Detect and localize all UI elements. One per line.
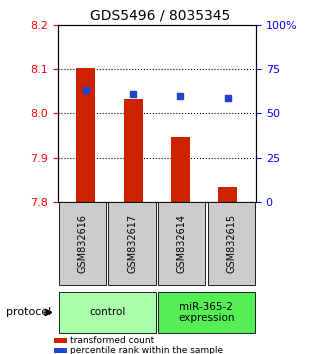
Bar <box>108 202 156 285</box>
Bar <box>59 202 106 285</box>
Bar <box>158 292 255 333</box>
Text: control: control <box>89 307 125 318</box>
Text: protocol: protocol <box>6 307 52 318</box>
Text: percentile rank within the sample: percentile rank within the sample <box>70 346 223 354</box>
Bar <box>218 187 237 202</box>
Text: GDS5496 / 8035345: GDS5496 / 8035345 <box>90 9 230 23</box>
Point <box>131 91 136 97</box>
Point <box>225 95 230 101</box>
Text: GSM832616: GSM832616 <box>77 214 87 273</box>
Point <box>84 87 89 93</box>
Bar <box>124 99 143 202</box>
Text: miR-365-2
expression: miR-365-2 expression <box>178 302 235 323</box>
Bar <box>54 348 67 353</box>
Text: transformed count: transformed count <box>70 336 154 345</box>
Bar <box>208 202 255 285</box>
Bar <box>54 338 67 343</box>
Bar <box>171 137 190 202</box>
Text: GSM832615: GSM832615 <box>226 214 236 273</box>
Point <box>178 94 183 99</box>
Bar <box>158 202 205 285</box>
Text: GSM832614: GSM832614 <box>177 214 187 273</box>
Bar <box>76 68 95 202</box>
Bar <box>59 292 156 333</box>
Text: GSM832617: GSM832617 <box>127 214 137 273</box>
